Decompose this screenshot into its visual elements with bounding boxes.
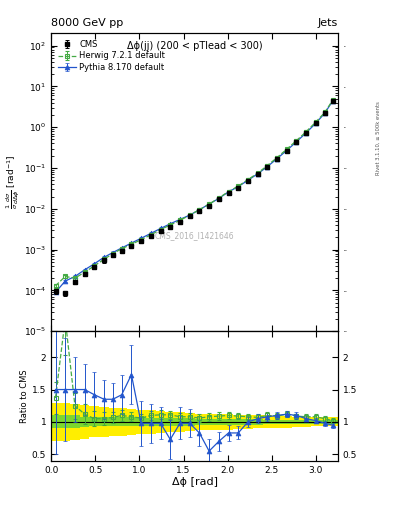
Y-axis label: Ratio to CMS: Ratio to CMS — [20, 369, 29, 423]
Text: CMS_2016_I1421646: CMS_2016_I1421646 — [155, 231, 234, 241]
Y-axis label: $\frac{1}{\sigma}\frac{d\sigma}{d\Delta\phi}$ [rad$^{-1}$]: $\frac{1}{\sigma}\frac{d\sigma}{d\Delta\… — [5, 155, 22, 209]
Legend: CMS, Herwig 7.2.1 default, Pythia 8.170 default: CMS, Herwig 7.2.1 default, Pythia 8.170 … — [55, 37, 168, 74]
Text: Jets: Jets — [318, 18, 338, 28]
Text: Rivet 3.1.10, ≥ 500k events: Rivet 3.1.10, ≥ 500k events — [376, 101, 381, 175]
Text: Δϕ(jj) (200 < pTlead < 300): Δϕ(jj) (200 < pTlead < 300) — [127, 41, 263, 51]
X-axis label: Δϕ [rad]: Δϕ [rad] — [171, 477, 218, 487]
Text: 8000 GeV pp: 8000 GeV pp — [51, 18, 123, 28]
